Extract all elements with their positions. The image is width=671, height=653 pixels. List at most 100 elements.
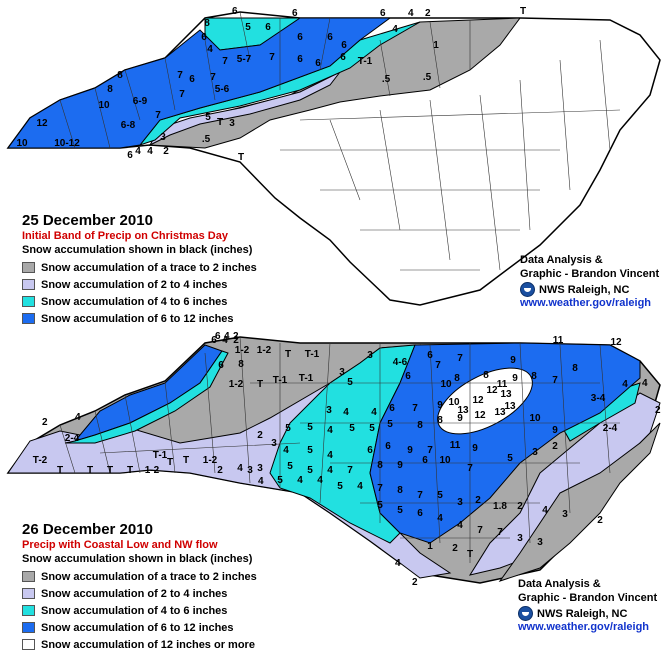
county-snow-value: 2 [552, 441, 558, 452]
map-panel-dec25: 8 6 4 5 6 6 6 4 7 5-7 7 6 6 6 6 1 7 8 6 7 T-1.5.5 8 6-9 7 5-6 10 5… [0, 0, 671, 325]
county-snow-value: 2-4 [603, 423, 618, 434]
county-snow-value: T [87, 465, 93, 476]
county-snow-value: 4 [283, 445, 289, 456]
county-snow-value: 5 [397, 505, 403, 516]
legend-label: Snow accumulation of 2 to 4 inches [41, 587, 228, 600]
legend-note: Snow accumulation shown in black (inches… [22, 553, 253, 565]
map-subtitle-dec26: Precip with Coastal Low and NW flow [22, 539, 218, 551]
county-snow-value: 3 [532, 447, 538, 458]
county-snow-value: 5 [287, 461, 293, 472]
county-snow-value: 8 [204, 18, 210, 29]
county-snow-value: 6 [417, 508, 423, 519]
county-snow-value: 4 [371, 407, 377, 418]
county-snow-value: 8 [377, 460, 383, 471]
edge-label: 2 [425, 8, 431, 19]
county-snow-value: 8 [397, 485, 403, 496]
county-snow-value: 4 [327, 425, 333, 436]
county-snow-value: 4 [622, 379, 628, 390]
county-snow-value: 4 [327, 450, 333, 461]
edge-label: 4 [75, 412, 81, 423]
county-snow-value: 8 [437, 415, 443, 426]
county-snow-value: 3 [517, 533, 523, 544]
edge-label: 4 [408, 8, 414, 19]
credit-block-dec26: Data Analysis & Graphic - Brandon Vincen… [518, 577, 657, 633]
county-snow-value: 5-6 [215, 84, 230, 95]
county-snow-value: 7 [222, 56, 228, 67]
county-snow-value: T-1 [153, 450, 168, 461]
county-snow-value: 1-2 [229, 379, 244, 390]
county-snow-value: 8 [531, 371, 537, 382]
legend-label: Snow accumulation of a trace to 2 inches [41, 261, 257, 274]
legend-label: Snow accumulation of 6 to 12 inches [41, 621, 234, 634]
county-snow-value: 3 [229, 118, 235, 129]
county-snow-value: 4 [327, 465, 333, 476]
edge-label: 4 [224, 331, 230, 342]
county-snow-value: 12 [36, 118, 48, 129]
county-snow-value: 8 [107, 84, 113, 95]
county-snow-value: 7 [435, 360, 441, 371]
county-snow-value: 1-2 [257, 345, 272, 356]
edge-label: 2 [42, 417, 48, 428]
county-snow-value: 1 [427, 541, 433, 552]
county-snow-value: 10-12 [54, 138, 80, 149]
county-snow-value: 3 [160, 132, 166, 143]
county-snow-value: 6 [367, 445, 373, 456]
edge-label: 4 [642, 378, 648, 389]
county-snow-value: 4 [222, 335, 228, 346]
county-snow-value: 12 [474, 410, 486, 421]
county-snow-value: 4 [392, 24, 398, 35]
legend-swatch-4-6 [22, 296, 35, 307]
legend-dec26: Snow accumulation shown in black (inches… [22, 553, 257, 653]
edge-label: 2 [655, 405, 661, 416]
credit-line: Data Analysis & [518, 578, 601, 590]
legend-dec25: Snow accumulation shown in black (inches… [22, 244, 257, 327]
map-title-dec26: 26 December 2010 [22, 521, 153, 538]
county-snow-value: 3 [257, 463, 263, 474]
county-snow-value: 3 [326, 405, 332, 416]
snowfall-map-dec26: 6 4 21-2 1-2 T T-1 34-66 7 911 126 81-2 T T-1 T-13567… [6, 331, 661, 588]
county-snow-value: 6 [327, 32, 333, 43]
county-snow-value: 1 [433, 40, 439, 51]
county-snow-value: 2 [257, 430, 263, 441]
county-snow-value: 10 [448, 397, 460, 408]
county-snow-value: 6-9 [133, 96, 148, 107]
county-snow-value: 7 [467, 463, 473, 474]
county-snow-value: 9 [437, 400, 443, 411]
legend-swatch-2-4 [22, 588, 35, 599]
office-url-link[interactable]: www.weather.gov/raleigh [518, 621, 650, 633]
county-snow-value: 5 [369, 423, 375, 434]
county-snow-value: 5 [307, 445, 313, 456]
edge-label: 4 [258, 476, 264, 487]
county-snow-value: 10 [529, 413, 541, 424]
county-snow-value: 10 [440, 379, 452, 390]
county-snow-value: .5 [202, 134, 211, 145]
legend-swatch-trace [22, 571, 35, 582]
office-url-link[interactable]: www.weather.gov/raleigh [520, 297, 652, 309]
edge-label: 6 [380, 8, 386, 19]
map-subtitle-dec25: Initial Band of Precip on Christmas Day [22, 230, 228, 242]
legend-item: Snow accumulation of 2 to 4 inches [22, 276, 257, 293]
county-snow-value: 6 [189, 74, 195, 85]
county-snow-value: 5 [347, 377, 353, 388]
county-snow-value: 6 [211, 335, 217, 346]
county-snow-value: 8 [572, 363, 578, 374]
county-snow-value: 7 [377, 483, 383, 494]
legend-label: Snow accumulation of 4 to 6 inches [41, 604, 228, 617]
legend-item: Snow accumulation of 6 to 12 inches [22, 619, 257, 636]
county-snow-value: 5 [277, 475, 283, 486]
trace-to-2-coast [498, 422, 661, 582]
map-panel-dec26: 6 4 2 1-2 1-2 T T-1 3 4-6 6 7 9 11 12 6 8 1-2 T T-1 T-1 3 5 6 7… [0, 323, 671, 651]
county-snow-value: 9 [457, 413, 463, 424]
county-snow-value: 4 [317, 475, 323, 486]
county-snow-value: 2 [217, 465, 223, 476]
county-snow-value: 4 [343, 407, 349, 418]
county-snow-value: 5 [285, 423, 291, 434]
county-snow-value: 7 [417, 490, 423, 501]
county-snow-value: .5 [423, 72, 432, 83]
county-snow-value: 1-2 [235, 345, 250, 356]
legend-swatch-6-12 [22, 313, 35, 324]
legend-item: Snow accumulation of 4 to 6 inches [22, 602, 257, 619]
county-snow-value: 2 [452, 543, 458, 554]
county-snow-value: .5 [382, 74, 391, 85]
county-snow-value: 11 [553, 335, 564, 346]
